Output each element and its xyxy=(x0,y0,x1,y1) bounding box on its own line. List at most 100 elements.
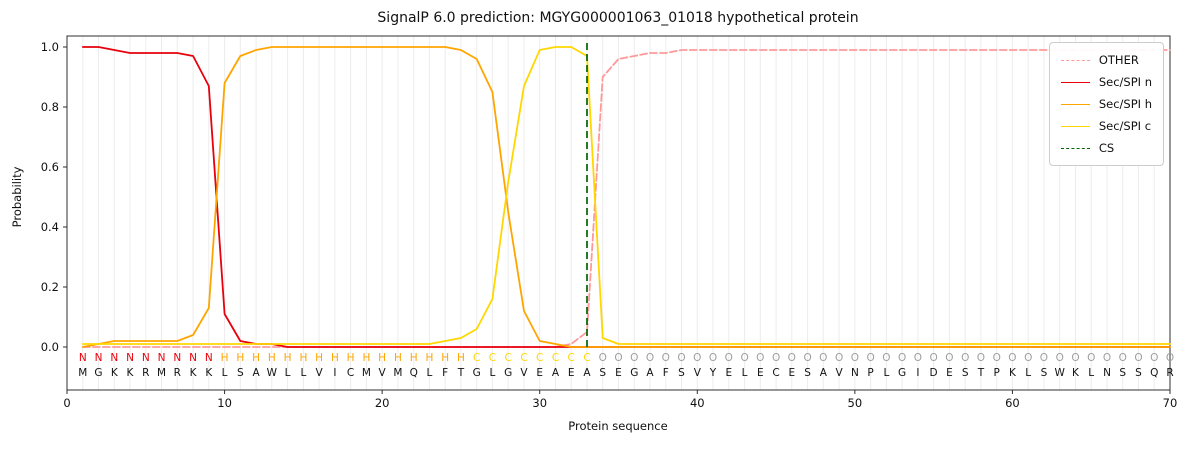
svg-text:L: L xyxy=(883,367,889,379)
x-axis-label: Protein sequence xyxy=(568,419,667,433)
legend-label-other: OTHER xyxy=(1098,53,1139,67)
svg-text:O: O xyxy=(945,352,953,364)
svg-text:M: M xyxy=(393,367,402,379)
svg-text:H: H xyxy=(331,352,339,364)
svg-text:K: K xyxy=(127,367,135,379)
svg-text:V: V xyxy=(694,367,702,379)
svg-text:N: N xyxy=(79,352,87,364)
svg-text:O: O xyxy=(898,352,906,364)
y-axis-ticks: 0.0 0.2 0.4 0.6 0.8 1.0 xyxy=(41,40,67,354)
legend-label-sec-spi-h: Sec/SPI h xyxy=(1098,97,1152,111)
svg-text:H: H xyxy=(347,352,355,364)
chart-title: SignalP 6.0 prediction: MGYG000001063_01… xyxy=(377,10,858,26)
svg-text:R: R xyxy=(1166,367,1173,379)
svg-text:R: R xyxy=(142,367,149,379)
svg-text:G: G xyxy=(630,367,638,379)
svg-text:O: O xyxy=(693,352,701,364)
svg-text:O: O xyxy=(725,352,733,364)
svg-text:M: M xyxy=(362,367,371,379)
svg-text:A: A xyxy=(253,367,261,379)
svg-text:N: N xyxy=(189,352,197,364)
svg-text:H: H xyxy=(252,352,260,364)
svg-text:N: N xyxy=(126,352,134,364)
svg-text:G: G xyxy=(504,367,512,379)
svg-text:O: O xyxy=(1024,352,1032,364)
svg-text:K: K xyxy=(190,367,198,379)
svg-text:L: L xyxy=(1025,367,1031,379)
svg-text:C: C xyxy=(772,367,779,379)
svg-text:O: O xyxy=(1150,352,1158,364)
svg-text:60: 60 xyxy=(1005,396,1020,410)
svg-text:A: A xyxy=(583,367,591,379)
svg-text:H: H xyxy=(268,352,276,364)
svg-text:W: W xyxy=(1055,367,1066,379)
svg-text:I: I xyxy=(333,367,336,379)
svg-text:O: O xyxy=(1056,352,1064,364)
legend-item-cs: CS xyxy=(1060,137,1152,159)
svg-text:M: M xyxy=(78,367,87,379)
svg-text:S: S xyxy=(678,367,685,379)
svg-text:O: O xyxy=(1119,352,1127,364)
svg-text:D: D xyxy=(930,367,938,379)
svg-text:H: H xyxy=(457,352,465,364)
svg-text:E: E xyxy=(568,367,575,379)
svg-text:A: A xyxy=(820,367,828,379)
svg-text:F: F xyxy=(442,367,448,379)
svg-text:O: O xyxy=(599,352,607,364)
svg-text:O: O xyxy=(977,352,985,364)
legend-item-sec-spi-h: Sec/SPI h xyxy=(1060,93,1152,115)
svg-text:10: 10 xyxy=(217,396,232,410)
legend-item-sec-spi-c: Sec/SPI c xyxy=(1060,115,1152,137)
svg-text:O: O xyxy=(740,352,748,364)
svg-text:N: N xyxy=(158,352,166,364)
svg-text:70: 70 xyxy=(1163,396,1178,410)
svg-text:A: A xyxy=(646,367,654,379)
x-axis-ticks: 0 10 20 30 40 50 60 70 xyxy=(63,390,1177,410)
svg-text:O: O xyxy=(677,352,685,364)
svg-text:C: C xyxy=(552,352,559,364)
svg-text:O: O xyxy=(851,352,859,364)
svg-text:O: O xyxy=(914,352,922,364)
svg-text:O: O xyxy=(788,352,796,364)
svg-text:20: 20 xyxy=(375,396,390,410)
svg-text:O: O xyxy=(819,352,827,364)
svg-text:O: O xyxy=(1134,352,1142,364)
svg-text:G: G xyxy=(94,367,102,379)
svg-text:V: V xyxy=(316,367,324,379)
svg-text:S: S xyxy=(804,367,811,379)
svg-text:O: O xyxy=(835,352,843,364)
svg-text:O: O xyxy=(756,352,764,364)
svg-text:0.4: 0.4 xyxy=(41,220,59,234)
svg-text:O: O xyxy=(646,352,654,364)
svg-text:40: 40 xyxy=(690,396,705,410)
svg-text:V: V xyxy=(379,367,387,379)
svg-text:H: H xyxy=(425,352,433,364)
svg-text:30: 30 xyxy=(532,396,547,410)
legend-line-sample-other xyxy=(1060,59,1090,61)
svg-text:0: 0 xyxy=(63,396,70,410)
svg-text:P: P xyxy=(867,367,873,379)
svg-text:N: N xyxy=(173,352,181,364)
svg-text:C: C xyxy=(505,352,512,364)
svg-text:0.8: 0.8 xyxy=(41,100,59,114)
svg-text:H: H xyxy=(315,352,323,364)
svg-text:O: O xyxy=(1008,352,1016,364)
svg-text:K: K xyxy=(1072,367,1080,379)
svg-text:O: O xyxy=(929,352,937,364)
svg-text:E: E xyxy=(536,367,543,379)
legend-line-sample-sec-spi-c xyxy=(1060,125,1090,127)
svg-text:O: O xyxy=(961,352,969,364)
svg-text:C: C xyxy=(568,352,575,364)
svg-text:O: O xyxy=(803,352,811,364)
svg-text:O: O xyxy=(1166,352,1174,364)
svg-text:S: S xyxy=(962,367,969,379)
svg-text:K: K xyxy=(1009,367,1017,379)
svg-text:G: G xyxy=(473,367,481,379)
svg-text:H: H xyxy=(284,352,292,364)
svg-text:0.2: 0.2 xyxy=(41,280,59,294)
y-axis-label: Probability xyxy=(10,166,24,227)
svg-text:N: N xyxy=(851,367,859,379)
